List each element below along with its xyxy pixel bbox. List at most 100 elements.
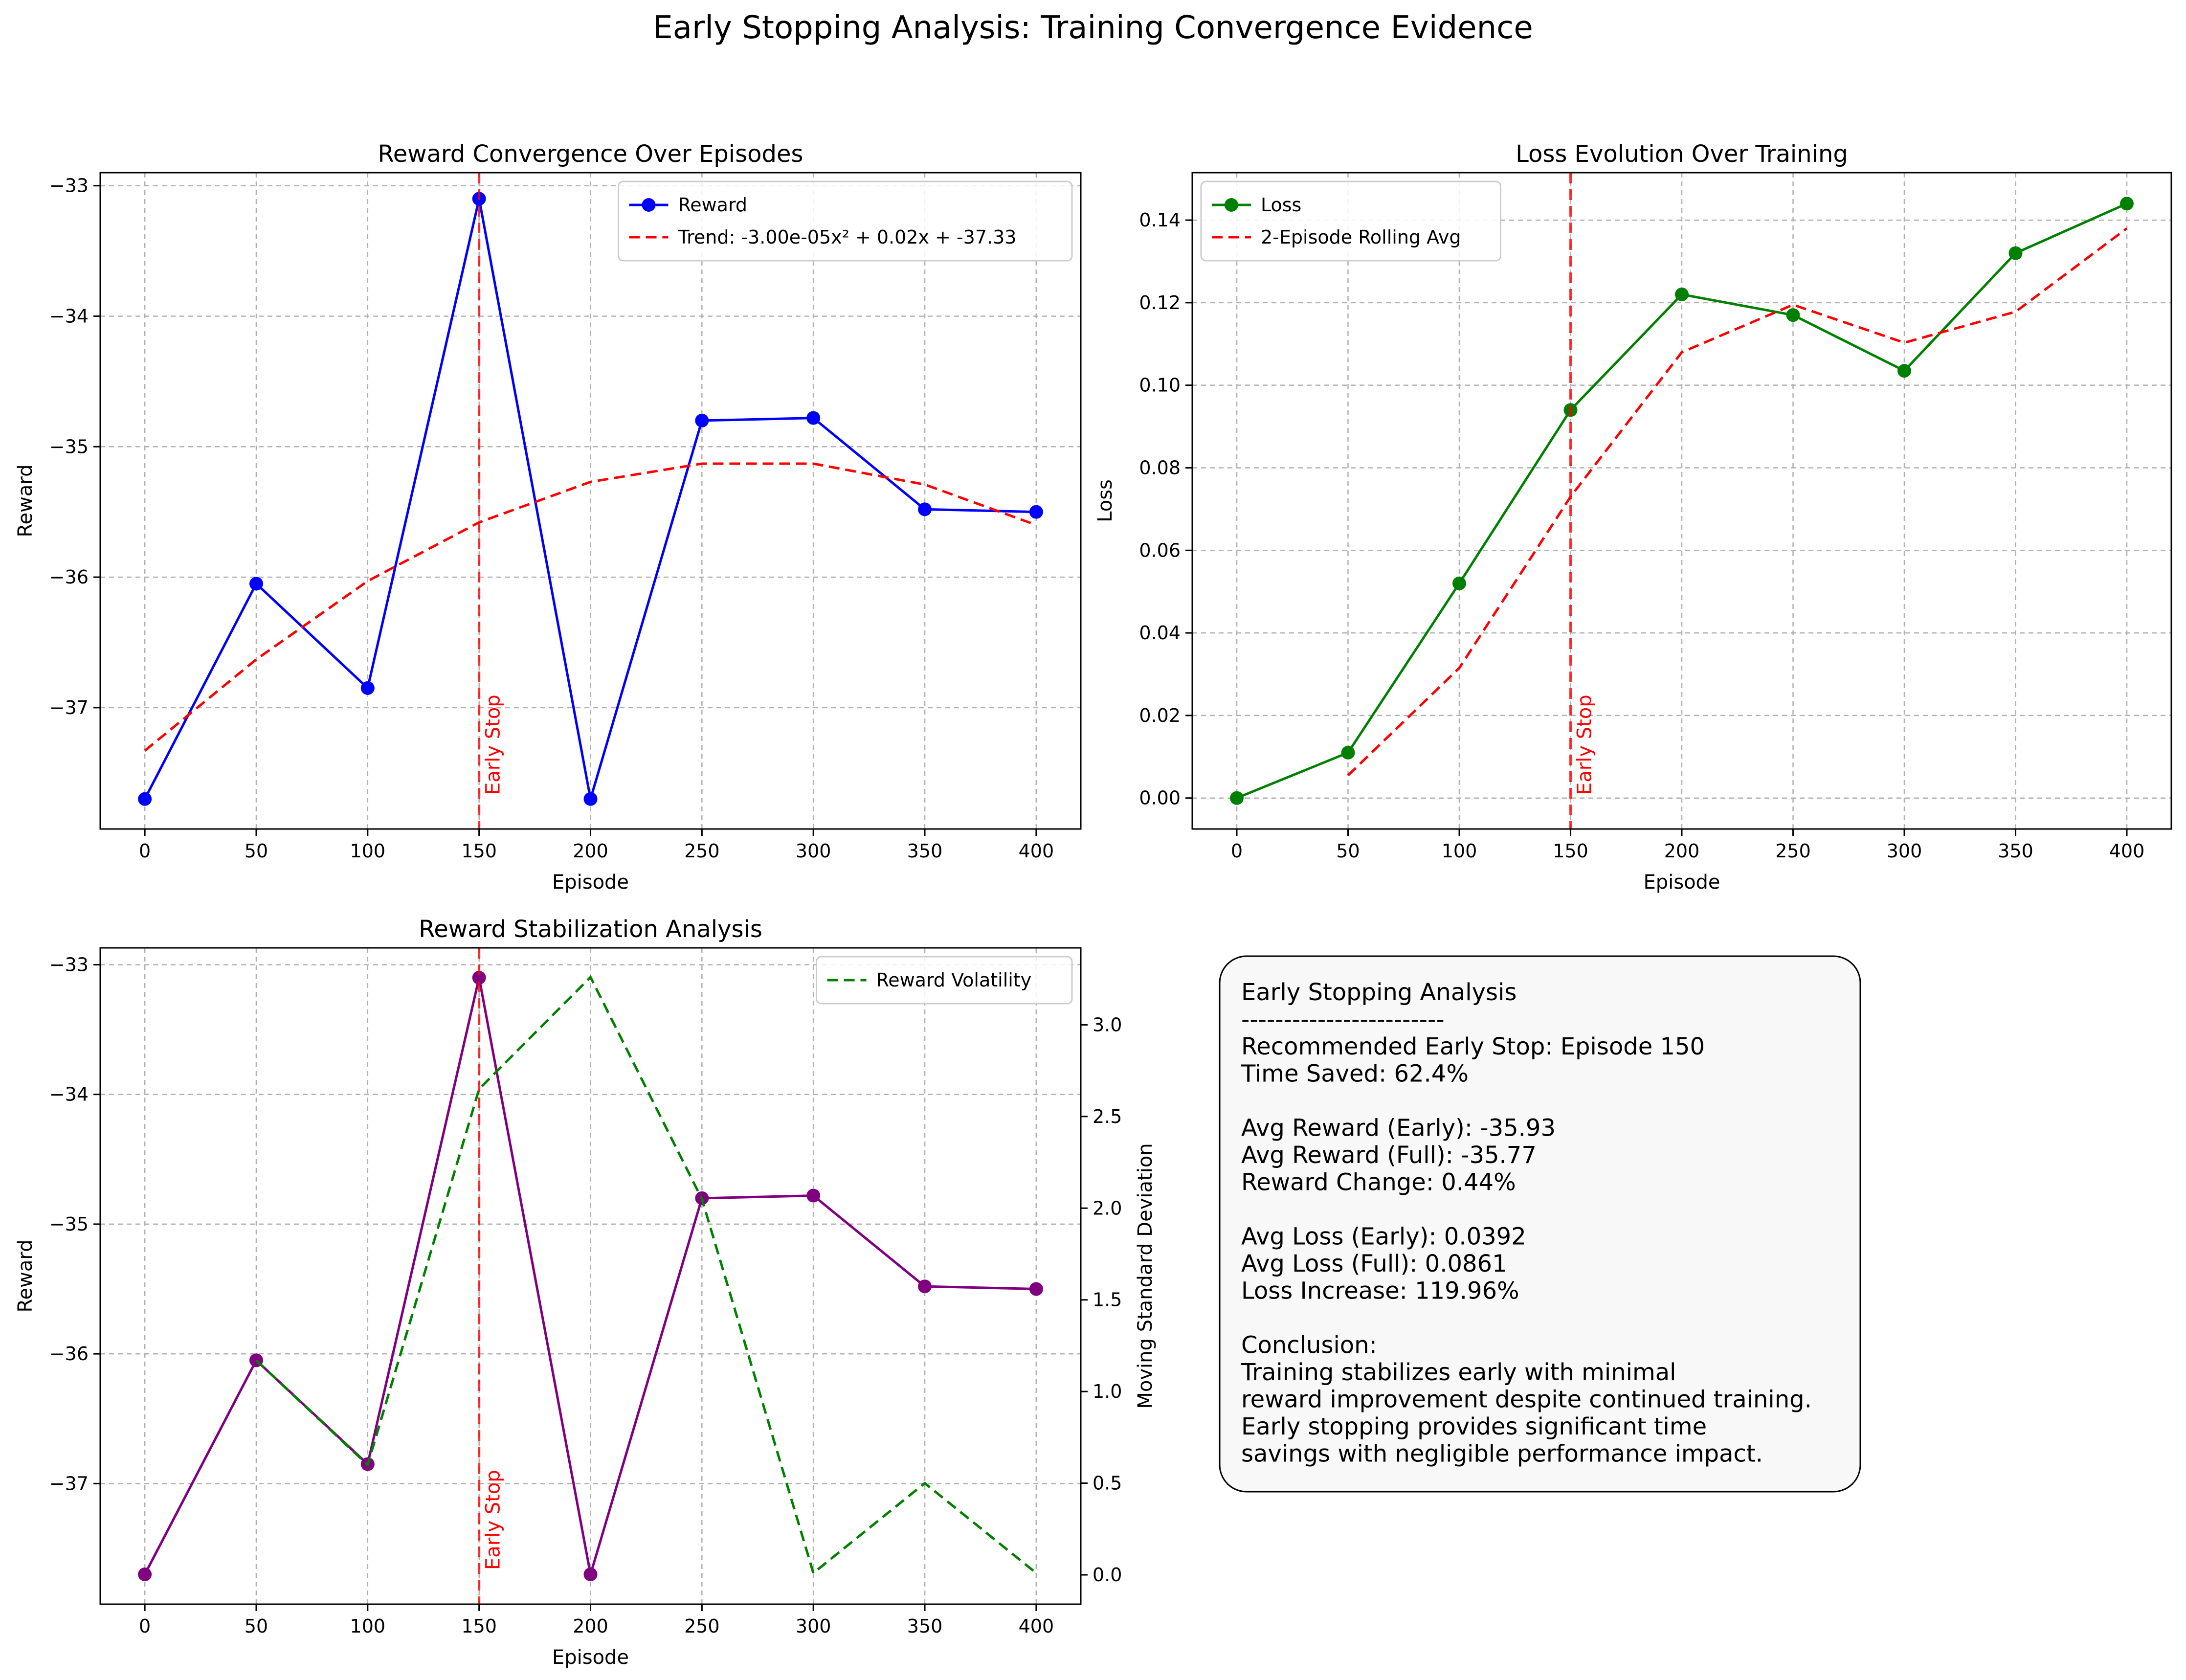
y-tick-label: 0.10: [1139, 375, 1181, 396]
data-point-0-5: [1786, 308, 1800, 322]
data-point-0-7: [918, 502, 932, 516]
x-tick-label: 350: [907, 840, 943, 862]
plot-frame: [99, 172, 1082, 830]
y-axis-label: Loss: [1094, 479, 1116, 522]
x-tick-label: 200: [573, 1615, 608, 1637]
x-axis-label: Episode: [552, 1646, 629, 1669]
x-tick-label: 350: [1998, 840, 2033, 862]
x-tick-label: 0: [1231, 840, 1243, 862]
data-point-0-6: [1897, 364, 1911, 378]
data-point-0-8: [1029, 505, 1043, 519]
x-tick-label: 0: [139, 840, 151, 862]
legend-box: [618, 180, 1073, 262]
summary-line: savings with negligible performance impa…: [1241, 1440, 1763, 1468]
reward-stabilization-chart: 0 50 100 150 200 250 300 350 400 −33 −34 −35 −36 −37 0…: [14, 916, 1157, 1669]
y2-axis-label: Moving Standard Deviation: [1134, 1143, 1157, 1409]
legend-label: Trend: -3.00e-05x² + 0.02x + -37.33: [678, 226, 1017, 248]
summary-box: Early Stopping Analysis -----------------…: [1219, 955, 1861, 1493]
x-tick-label: 100: [350, 1615, 386, 1637]
legend-box: [1200, 180, 1501, 262]
data-point-0-7: [918, 1279, 932, 1294]
y-tick-label: 0.00: [1139, 787, 1181, 809]
summary-line: Training stabilizes early with minimal: [1241, 1359, 1676, 1386]
summary-line: [1241, 1304, 1249, 1332]
y-axis-label: Reward: [14, 465, 37, 538]
summary-line: [1241, 1087, 1249, 1115]
reward-convergence-chart: 0 50 100 150 200 250 300 350 400 −33 −34 −35 −36 −37 E…: [14, 140, 1082, 894]
grid-lines: [100, 948, 1081, 1604]
y2-tick-label: 1.5: [1093, 1289, 1122, 1311]
y2-tick-label: 2.5: [1093, 1106, 1122, 1127]
summary-line: Reward Change: 0.44%: [1241, 1169, 1516, 1196]
x-tick-label: 400: [1019, 1615, 1054, 1637]
y-axis-label: Reward: [14, 1240, 37, 1313]
chart-title: Loss Evolution Over Training: [1516, 140, 1848, 168]
x-axis-label: Episode: [552, 871, 629, 894]
series-line-1: [144, 462, 1037, 752]
legend-marker-0: [642, 198, 656, 212]
summary-line: ------------------------: [1241, 1006, 1445, 1033]
y2-tick-label: 1.0: [1093, 1381, 1122, 1402]
data-point-0-0: [138, 792, 152, 806]
data-point-0-5: [695, 413, 709, 427]
series-line-1: [255, 975, 1037, 1575]
summary-line: Recommended Early Stop: Episode 150: [1241, 1033, 1705, 1060]
x-tick-label: 200: [1664, 840, 1700, 862]
early-stop-label: Early Stop: [1574, 694, 1596, 795]
x-tick-label: 50: [245, 1615, 268, 1637]
y-tick-label: 0.02: [1139, 705, 1181, 726]
data-point-0-1: [1341, 745, 1355, 760]
summary-line: Conclusion:: [1241, 1332, 1377, 1359]
data-point-0-4: [583, 792, 598, 806]
y2-tick-label: 3.0: [1093, 1014, 1122, 1035]
y-tick-label: −36: [49, 566, 89, 588]
data-point-0-8: [1029, 1282, 1043, 1296]
data-point-0-6: [806, 411, 821, 425]
x-tick-label: 350: [907, 1615, 943, 1637]
data-point-0-6: [806, 1188, 821, 1203]
y-tick-label: 0.12: [1139, 292, 1181, 314]
data-point-0-4: [1675, 287, 1689, 301]
y-tick-label: 0.14: [1139, 209, 1181, 231]
x-tick-label: 0: [139, 1615, 151, 1637]
legend-marker-0: [1225, 198, 1238, 212]
x-tick-label: 250: [684, 840, 720, 862]
legend: Reward Volatility: [816, 956, 1073, 1005]
y-tick-label: 0.06: [1139, 539, 1181, 561]
x-tick-label: 150: [1553, 840, 1588, 862]
legend-box: [816, 956, 1073, 1005]
series-line-1: [1347, 227, 2128, 777]
y2-tick-label: 2.0: [1093, 1197, 1122, 1219]
summary-line: Time Saved: 62.4%: [1241, 1060, 1469, 1088]
summary-line: Avg Loss (Full): 0.0861: [1241, 1250, 1507, 1277]
x-tick-label: 200: [573, 840, 608, 862]
summary-line: Early Stopping Analysis: [1241, 979, 1517, 1006]
y-tick-label: −34: [49, 1084, 89, 1105]
data-point-0-2: [360, 681, 375, 695]
legend-label: Reward: [678, 194, 748, 216]
x-tick-label: 50: [245, 840, 268, 862]
summary-line: Avg Reward (Full): -35.77: [1241, 1142, 1537, 1169]
summary-line: Avg Loss (Early): 0.0392: [1241, 1223, 1526, 1251]
chart-title: Reward Convergence Over Episodes: [378, 140, 803, 168]
x-axis-label: Episode: [1643, 871, 1720, 894]
plot-frame: [99, 947, 1082, 1605]
y-tick-label: −36: [49, 1343, 89, 1365]
x-tick-label: 250: [1775, 840, 1811, 862]
y-tick-label: −37: [49, 697, 89, 718]
legend: Loss 2-Episode Rolling Avg: [1200, 180, 1501, 262]
x-tick-label: 400: [1019, 840, 1054, 862]
legend-label: 2-Episode Rolling Avg: [1261, 226, 1461, 248]
x-tick-label: 300: [796, 1615, 831, 1637]
data-point-0-2: [1452, 576, 1466, 590]
x-tick-label: 100: [1442, 840, 1477, 862]
loss-evolution-chart: 0 50 100 150 200 250 300 350 400 0.00 0.02 0.04 0.06…: [1094, 140, 2172, 894]
plot-frame: [1191, 172, 2172, 830]
y2-tick-label: 0.0: [1093, 1564, 1122, 1586]
y-tick-label: −37: [49, 1473, 89, 1494]
data-point-0-0: [1230, 791, 1244, 805]
y-tick-label: −33: [49, 175, 89, 197]
figure-title: Early Stopping Analysis: Training Conver…: [653, 10, 1533, 46]
summary-line: Avg Reward (Early): -35.93: [1241, 1115, 1556, 1142]
